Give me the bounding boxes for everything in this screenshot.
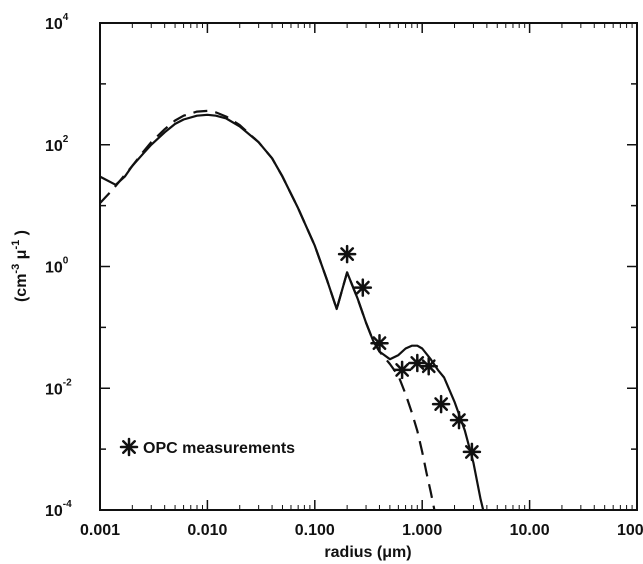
x-tick-label: 100.0: [617, 522, 643, 539]
plot-frame-layer: [99, 22, 638, 511]
marker-layer: [337, 244, 482, 462]
dashed-curve: [99, 109, 436, 511]
opc-marker: [370, 333, 389, 353]
opc-marker: [337, 244, 357, 264]
x-tick-label: 1.000: [402, 522, 442, 539]
legend-label: OPC measurements: [143, 440, 295, 457]
opc-marker: [419, 356, 438, 376]
tick-layer: 0.001 0.010 0.100 1.000 10.00 100.0 10-4 10-2 10…: [45, 12, 643, 539]
x-tick-label: 0.010: [187, 522, 227, 539]
opc-marker: [353, 278, 373, 297]
y-axis-label: (cm-3 μ-1 ): [10, 230, 30, 302]
x-tick-label: 0.100: [295, 522, 335, 539]
y-axis-label-text: (cm-3 μ-1 ): [10, 230, 30, 302]
plot-frame: [99, 22, 638, 511]
legend: OPC measurements: [119, 437, 295, 457]
x-tick-label: 0.001: [80, 522, 120, 539]
x-tick-label: 10.00: [510, 522, 550, 539]
y-tick-label: 10-4: [45, 499, 72, 520]
series-layer: [99, 109, 485, 511]
x-axis-label: radius (μm): [324, 544, 411, 561]
opc-marker: [408, 353, 427, 373]
legend-marker-icon: [119, 437, 139, 457]
y-tick-label: 104: [45, 12, 69, 33]
y-tick-label: 10-2: [45, 377, 72, 398]
opc-marker: [462, 442, 482, 462]
opc-marker: [431, 394, 451, 414]
y-tick-label: 100: [45, 256, 69, 277]
y-tick-label: 102: [45, 134, 69, 155]
opc-marker: [392, 360, 412, 380]
opc-marker: [449, 410, 469, 430]
